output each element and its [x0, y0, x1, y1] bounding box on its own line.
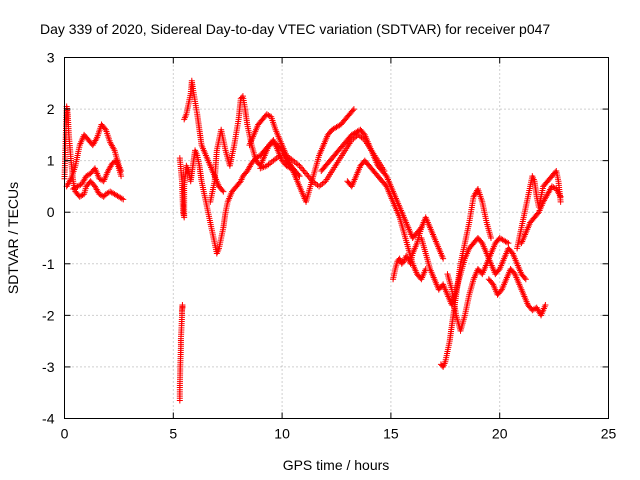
data-point — [301, 168, 308, 175]
data-point — [478, 238, 485, 245]
data-point — [299, 165, 306, 172]
data-points — [61, 77, 564, 404]
data-point — [497, 287, 504, 294]
data-point — [349, 107, 356, 114]
x-axis-title: GPS time / hours — [283, 457, 390, 473]
y-tick-label: -2 — [42, 307, 55, 323]
data-point — [238, 94, 245, 101]
data-point — [440, 255, 447, 262]
data-point — [557, 193, 564, 200]
data-point — [101, 125, 108, 132]
data-point — [495, 267, 502, 274]
data-point — [489, 280, 496, 287]
axis-ticks: 0 5 10 15 20 25 -4 -3 -2 -1 0 1 2 3 — [42, 50, 616, 442]
y-tick-label: -3 — [42, 359, 55, 375]
data-point — [220, 188, 227, 195]
x-tick-label: 15 — [383, 426, 399, 442]
data-series — [61, 103, 127, 203]
x-tick-label: 0 — [61, 426, 69, 442]
data-point — [557, 198, 564, 205]
data-point — [120, 196, 127, 203]
data-series — [514, 167, 564, 252]
data-point — [179, 302, 186, 309]
data-series — [390, 214, 447, 283]
y-tick-label: -4 — [42, 411, 55, 427]
data-point — [304, 172, 311, 179]
data-point — [521, 274, 528, 281]
data-series — [176, 139, 303, 257]
x-tick-label: 10 — [274, 426, 290, 442]
data-point — [382, 182, 389, 189]
data-point — [236, 179, 243, 186]
data-series — [70, 157, 125, 193]
data-point — [350, 106, 357, 113]
x-tick-label: 5 — [169, 426, 177, 442]
data-series — [207, 93, 299, 205]
y-tick-label: 1 — [47, 153, 55, 169]
data-point — [508, 249, 515, 256]
plot-frame — [64, 57, 609, 419]
data-point — [399, 259, 406, 266]
data-point — [360, 130, 367, 137]
data-point — [303, 170, 310, 177]
data-point — [542, 302, 549, 309]
data-series — [437, 186, 494, 370]
y-axis-title: SDTVAR / TECUs — [5, 182, 21, 294]
y-tick-label: 0 — [47, 204, 55, 220]
data-series — [176, 302, 186, 404]
data-point — [487, 235, 494, 241]
x-tick-label: 25 — [601, 426, 617, 442]
data-point — [118, 173, 125, 180]
data-point — [300, 167, 307, 174]
data-point — [534, 210, 541, 217]
data-point — [505, 240, 512, 247]
data-point — [118, 195, 125, 202]
data-point — [382, 171, 389, 178]
data-point — [522, 276, 529, 283]
grid-layer — [64, 57, 609, 419]
x-tick-label: 20 — [492, 426, 508, 442]
data-series — [344, 157, 429, 283]
data-series — [444, 235, 512, 334]
data-series — [318, 126, 425, 241]
y-tick-label: 3 — [47, 50, 55, 66]
y-tick-label: -1 — [42, 256, 55, 272]
data-point — [219, 187, 226, 194]
data-point — [503, 239, 510, 246]
data-point — [510, 269, 517, 276]
chart-title: Day 339 of 2020, Sidereal Day-to-day VTE… — [40, 21, 550, 37]
data-series — [518, 183, 564, 247]
data-series — [246, 106, 357, 205]
data-point — [297, 164, 304, 171]
data-series — [485, 265, 549, 319]
y-tick-label: 2 — [47, 101, 55, 117]
